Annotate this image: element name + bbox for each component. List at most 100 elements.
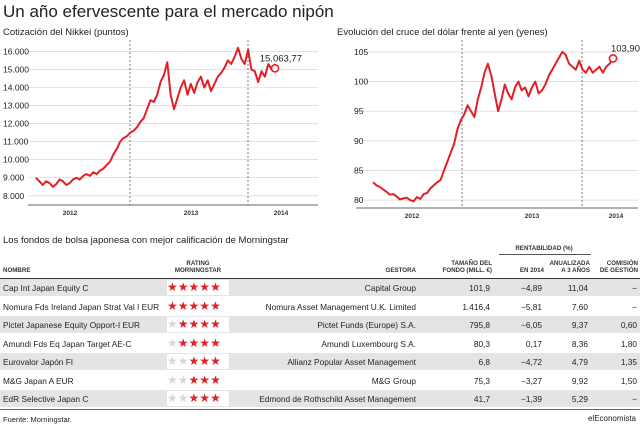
y-tick-label: 95 — [354, 106, 364, 116]
table-row: Pictet Japanese Equity Opport-I EUR Picte… — [0, 316, 640, 333]
x-tick-label: 2013 — [184, 210, 199, 217]
return-2014: −4,72 — [521, 357, 542, 367]
y-tick-label: 100 — [354, 77, 368, 87]
header-tamano: TAMAÑO DEL FONDO (MILL. €) — [442, 260, 493, 274]
star-filled-icon: ★ — [177, 335, 189, 350]
manager-name: M&G Group — [371, 375, 416, 386]
fund-name: M&G Japan A EUR — [3, 375, 74, 386]
fund-name: Eurovalor Japón FI — [3, 357, 74, 367]
return-2014: 0,17 — [525, 338, 542, 349]
return-3y: 9,92 — [571, 375, 588, 386]
management-fee: − — [632, 394, 637, 404]
rating-stars: ★★★★★ — [167, 354, 229, 369]
header-anualizada: ANUALIZADA A 3 AÑOS — [549, 260, 590, 274]
rating-stars: ★★★★★ — [167, 280, 229, 295]
table-bottom-rule — [0, 409, 640, 410]
y-tick-label: 12.000 — [3, 119, 29, 129]
y-tick-label: 9.000 — [3, 173, 25, 183]
fund-name: Pictet Japanese Equity Opport-I EUR — [3, 320, 140, 330]
x-tick-label: 2013 — [525, 213, 540, 220]
fund-name: EdR Selective Japan C — [3, 394, 89, 404]
usdjpy-chart-title: Evolución del cruce del dólar frente al … — [337, 27, 548, 38]
return-2014: −3,27 — [521, 375, 542, 386]
end-value-label: 15.063,77 — [260, 53, 302, 64]
y-tick-label: 85 — [354, 165, 364, 175]
table-row: M&G Japan A EUR M&G Group 75,3 −3,27 9,92 1,5… — [0, 372, 640, 389]
manager-name: Nomura Asset Management U.K. Limited — [265, 301, 416, 312]
fund-size: 795,8 — [469, 320, 490, 330]
star-filled-icon: ★ — [188, 391, 200, 405]
manager-name: Edmond de Rothschild Asset Management — [259, 394, 416, 404]
main-title: Un año efervescente para el mercado nipó… — [3, 2, 334, 21]
star-filled-icon: ★ — [199, 298, 211, 313]
fund-size: 6,8 — [478, 357, 490, 367]
return-3y: 7,60 — [571, 301, 588, 312]
star-filled-icon: ★ — [188, 298, 200, 313]
star-filled-icon: ★ — [210, 280, 221, 294]
manager-name: Capital Group — [364, 283, 416, 293]
rating-stars: ★★★★★ — [167, 335, 229, 351]
fund-name: Nomura Fds Ireland Japan Strat Val I EUR — [3, 301, 160, 312]
manager-name: Amundi Luxembourg S.A. — [321, 338, 416, 349]
header-gestora: GESTORA — [385, 267, 416, 274]
fund-size: 80,3 — [473, 338, 490, 349]
star-filled-icon: ★ — [199, 372, 211, 387]
table-body: Cap Int Japan Equity C Capital Group 101,9… — [0, 279, 640, 409]
star-empty-icon: ★ — [177, 354, 189, 368]
rating-stars: ★★★★★ — [167, 391, 229, 406]
table-row: Amundi Fds Eq Japan Target AE-C Amundi Lu… — [0, 335, 640, 352]
y-tick-label: 105 — [354, 47, 368, 57]
star-filled-icon: ★ — [177, 298, 189, 313]
source-note: Fuente: Morningstar. — [3, 415, 72, 424]
return-2014: −5,81 — [521, 301, 542, 312]
star-filled-icon: ★ — [210, 391, 221, 405]
y-tick-label: 90 — [354, 136, 364, 146]
fund-size: 101,9 — [469, 283, 490, 293]
table-top-rule — [0, 278, 640, 279]
star-filled-icon: ★ — [177, 317, 189, 331]
star-filled-icon: ★ — [188, 372, 200, 387]
series-line — [372, 50, 614, 203]
fund-name: Amundi Fds Eq Japan Target AE-C — [3, 338, 132, 349]
star-filled-icon: ★ — [188, 354, 200, 368]
star-empty-icon: ★ — [177, 372, 189, 387]
star-filled-icon: ★ — [210, 372, 221, 387]
star-empty-icon: ★ — [167, 391, 178, 405]
star-filled-icon: ★ — [199, 391, 211, 405]
series-line — [35, 46, 276, 188]
return-2014: −1,39 — [521, 394, 542, 404]
star-filled-icon: ★ — [210, 354, 221, 368]
brand-credit: elEconomista — [587, 414, 636, 423]
return-3y: 5,29 — [571, 394, 588, 404]
star-filled-icon: ★ — [199, 354, 211, 368]
management-fee: − — [632, 283, 637, 293]
return-2014: −4,89 — [521, 283, 542, 293]
nikkei-chart-title: Cotización del Nikkei (puntos) — [3, 27, 129, 38]
x-tick-label: 2012 — [63, 210, 78, 217]
management-fee: 1,80 — [620, 338, 637, 349]
fund-size: 1.416,4 — [462, 301, 490, 312]
nikkei-chart: 8.000 9.000 10.000 11.000 12.000 13.000 14.000… — [3, 40, 318, 217]
management-fee: 1,35 — [620, 357, 637, 367]
star-empty-icon: ★ — [177, 391, 189, 405]
star-filled-icon: ★ — [188, 317, 200, 331]
star-filled-icon: ★ — [210, 317, 221, 331]
table-title: Los fondos de bolsa japonesa con mejor c… — [3, 235, 289, 246]
end-point-marker — [608, 54, 618, 63]
x-tick-label: 2014 — [274, 210, 289, 217]
fund-size: 41,7 — [473, 394, 490, 404]
header-divider — [499, 254, 591, 255]
end-value-label: 103,90 — [611, 43, 640, 54]
header-rentabilidad: RENTABILIDAD (%) — [515, 245, 573, 252]
star-filled-icon: ★ — [210, 335, 221, 350]
fund-name: Cap Int Japan Equity C — [3, 283, 89, 293]
end-point-marker — [270, 63, 280, 73]
manager-name: Allianz Popular Asset Management — [287, 357, 416, 367]
star-filled-icon: ★ — [188, 335, 200, 350]
y-tick-label: 15.000 — [3, 64, 29, 74]
y-tick-label: 13.000 — [3, 101, 29, 111]
rating-stars: ★★★★★ — [167, 372, 229, 388]
management-fee: 1,50 — [620, 375, 637, 386]
return-3y: 8,36 — [571, 338, 588, 349]
rating-stars: ★★★★★ — [167, 317, 229, 332]
